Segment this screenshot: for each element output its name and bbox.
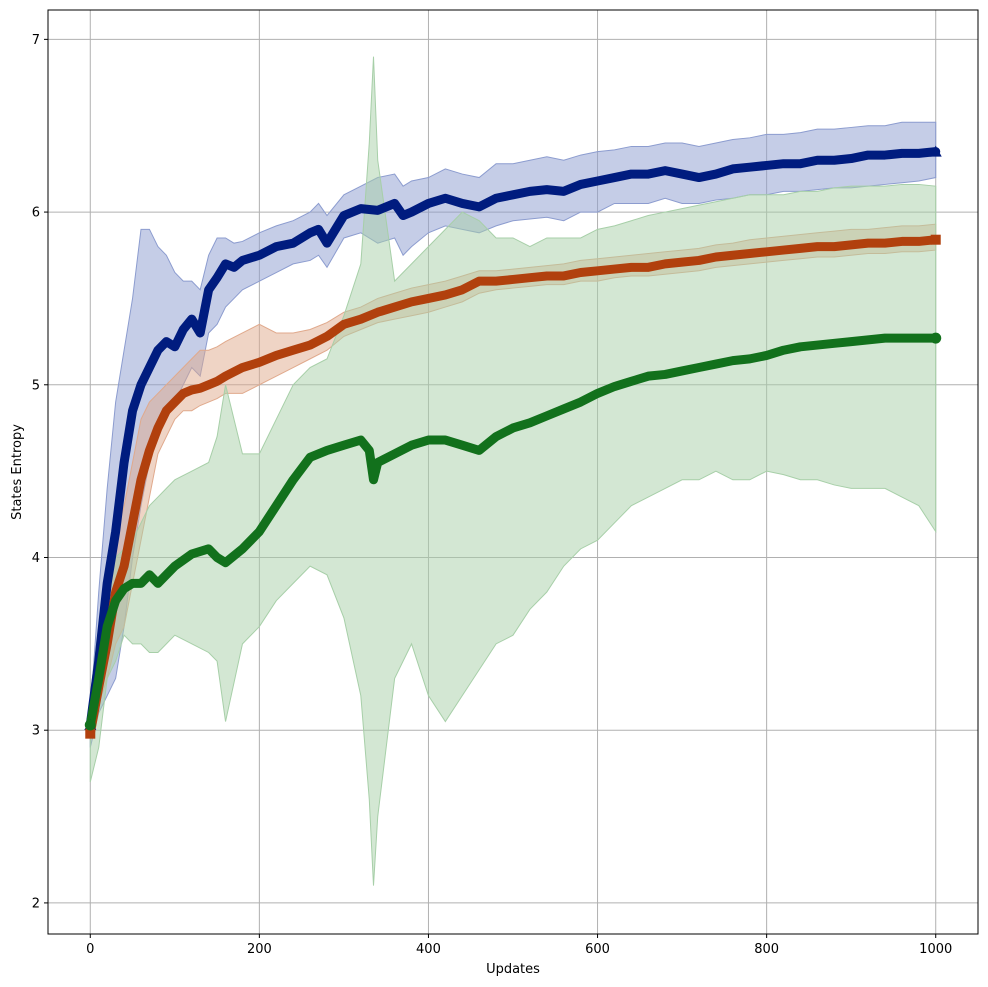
x-tick-label: 1000 xyxy=(919,942,952,957)
series-2-line xyxy=(85,235,941,739)
series-3-end-marker xyxy=(930,332,942,344)
series-2-end-marker xyxy=(930,234,941,245)
series-1-end-marker xyxy=(929,145,942,157)
y-tick-label: 4 xyxy=(32,551,40,566)
y-tick-label: 7 xyxy=(32,33,40,48)
y-tick-label: 2 xyxy=(32,896,40,911)
series-3-band xyxy=(89,56,937,886)
series-2-start-marker xyxy=(85,728,96,739)
y-tick-label: 6 xyxy=(32,206,40,221)
series-end-markers xyxy=(84,145,942,739)
x-axis-label: Updates xyxy=(486,962,540,977)
series-3-line xyxy=(85,333,941,730)
series-1-line xyxy=(85,147,941,730)
x-tick-label: 0 xyxy=(86,942,94,957)
y-tick-label: 3 xyxy=(32,724,40,739)
axis-ticks: 0 200 400 600 800 1000 2 3 4 5 6 7 xyxy=(32,33,953,957)
confidence-bands xyxy=(89,56,937,886)
x-tick-label: 200 xyxy=(247,942,272,957)
x-tick-label: 600 xyxy=(585,942,610,957)
series-3-start-marker xyxy=(84,719,96,731)
plot-frame xyxy=(47,9,979,935)
series-1-band xyxy=(89,121,937,748)
x-tick-label: 800 xyxy=(754,942,779,957)
x-tick-label: 400 xyxy=(416,942,441,957)
y-axis-label: States Entropy xyxy=(10,424,25,520)
series-lines xyxy=(85,147,941,739)
y-tick-label: 5 xyxy=(32,378,40,393)
